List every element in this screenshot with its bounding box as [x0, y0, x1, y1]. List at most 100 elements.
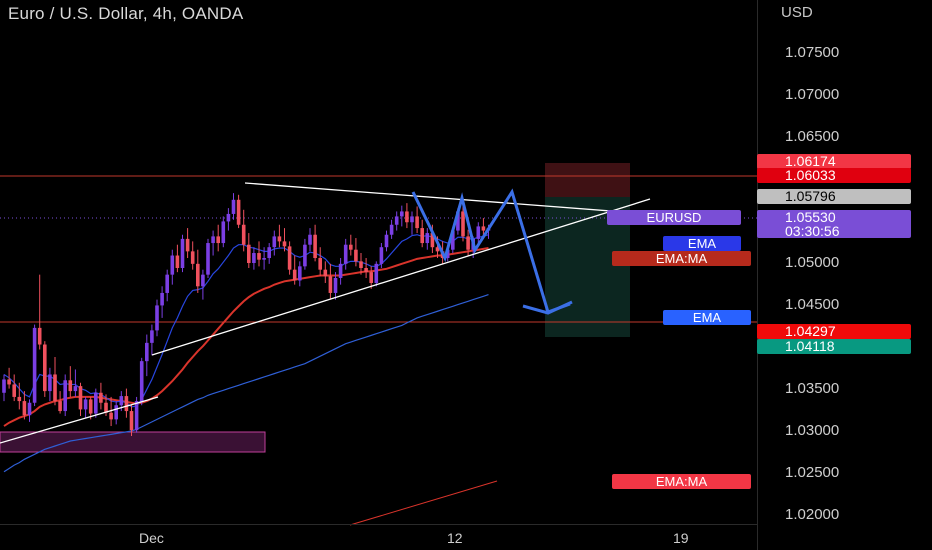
candle-down	[247, 244, 251, 264]
candle-down	[318, 258, 322, 270]
time-axis-border	[0, 524, 757, 525]
ema-ma-label[interactable]: EMA:MA	[612, 251, 751, 266]
candle-down	[292, 269, 297, 281]
bar-countdown: 03:30:56	[785, 223, 840, 239]
time-tick: 12	[447, 530, 463, 546]
candle-up	[114, 405, 118, 420]
candle-down	[328, 276, 333, 293]
price-tick: 1.05000	[785, 254, 840, 271]
ema-slow-line-path	[3, 294, 489, 473]
candle-down	[22, 401, 27, 416]
currency-label: USD	[781, 4, 813, 21]
price-tick: 1.07000	[785, 86, 840, 103]
candle-up	[298, 266, 302, 281]
time-tick: Dec	[139, 530, 164, 546]
candle-down	[277, 236, 282, 242]
candle-down	[17, 396, 22, 402]
candle-up	[400, 211, 404, 217]
symbol-label[interactable]: EURUSD	[607, 210, 741, 225]
candle-up	[211, 236, 215, 244]
stop-loss-zone[interactable]	[545, 163, 630, 197]
candle-up	[32, 327, 37, 403]
candle-down	[190, 251, 195, 264]
candle-down	[12, 384, 16, 397]
candle-down	[420, 228, 424, 244]
candle-up	[170, 255, 175, 275]
candle-up	[252, 253, 256, 264]
chart-title[interactable]: Euro / U.S. Dollar, 4h, OANDA	[8, 4, 244, 23]
ascending-trendline[interactable]	[151, 198, 651, 356]
candle-down	[359, 261, 363, 268]
candle-down	[405, 211, 409, 223]
candle-down	[109, 412, 113, 420]
candle-up	[94, 392, 98, 414]
candle-up	[384, 234, 389, 248]
candle-down	[78, 386, 83, 410]
candle-up	[456, 211, 460, 231]
candle-up	[150, 330, 154, 343]
candle-up	[476, 226, 481, 239]
candle-down	[175, 255, 180, 268]
candle-down	[58, 401, 62, 412]
candle-up	[338, 263, 343, 278]
candle-up	[2, 379, 6, 393]
candle-up	[180, 238, 185, 268]
target-price-tag: 1.04118	[757, 339, 911, 354]
candle-up	[83, 399, 88, 410]
candle-up	[379, 247, 384, 264]
candle-down	[369, 272, 373, 283]
demand-zone[interactable]	[0, 431, 266, 453]
price-tick: 1.03000	[785, 422, 840, 439]
candle-down	[37, 327, 42, 345]
candle-down	[104, 402, 108, 413]
candle-up	[48, 374, 52, 392]
candle-down	[241, 224, 246, 245]
price-tick: 1.02000	[785, 506, 840, 523]
candle-down	[185, 238, 190, 252]
ema-ma-line	[3, 247, 489, 427]
candle-down	[196, 263, 200, 287]
candle-up	[389, 224, 394, 235]
price-tick: 1.02500	[785, 464, 840, 481]
candle-down	[430, 233, 435, 248]
candle-down	[43, 344, 47, 392]
lower-trendline[interactable]	[0, 396, 159, 444]
candle-down	[236, 199, 241, 225]
candle-down	[415, 216, 419, 229]
candle-up	[343, 244, 348, 264]
price-tick: 1.06500	[785, 128, 840, 145]
candle-down	[354, 249, 358, 262]
candle-up	[165, 274, 169, 293]
candle-down	[287, 246, 292, 270]
candle-up	[27, 402, 32, 416]
candle-down	[53, 374, 57, 402]
candle-down	[466, 236, 470, 250]
last-price: 1.05530	[785, 209, 836, 225]
projection-arrowhead	[522, 300, 573, 315]
descending-trendline[interactable]	[244, 182, 651, 215]
candle-down	[257, 253, 261, 260]
last-price-tag: 1.05530 03:30:56	[757, 210, 911, 238]
candle-down	[364, 268, 368, 273]
candle-up	[333, 277, 338, 293]
candle-up	[221, 221, 226, 244]
candle-up	[267, 247, 271, 259]
candle-up	[374, 263, 379, 283]
candle-up	[160, 292, 164, 306]
price-axis-border	[757, 0, 758, 550]
candle-up	[145, 342, 149, 362]
candle-down	[282, 241, 287, 247]
ema-slow-label[interactable]: EMA	[663, 310, 751, 325]
candle-down	[68, 380, 73, 392]
price-tick: 1.03500	[785, 380, 840, 397]
candle-down	[7, 379, 11, 385]
ema-ma-label-secondary[interactable]: EMA:MA	[612, 474, 751, 489]
candle-up	[206, 243, 210, 275]
ema-ma-line-path	[3, 247, 489, 427]
candle-up	[272, 236, 277, 248]
time-tick: 19	[673, 530, 689, 546]
candle-up	[231, 199, 236, 214]
candle-up	[425, 233, 430, 244]
ema-label[interactable]: EMA	[663, 236, 741, 251]
